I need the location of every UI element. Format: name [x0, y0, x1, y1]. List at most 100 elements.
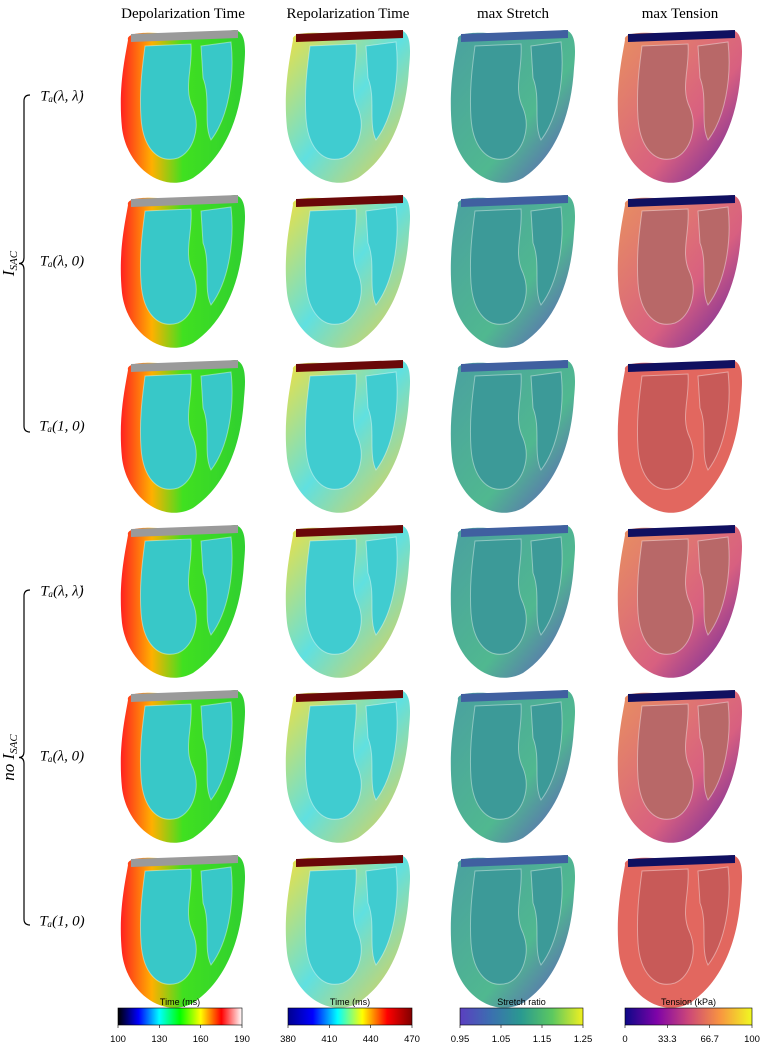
heart-top: [628, 525, 735, 537]
heart-top: [628, 360, 735, 372]
right-ventricle: [697, 371, 730, 471]
left-ventricle: [636, 703, 694, 820]
left-ventricle: [469, 538, 527, 655]
left-ventricle: [636, 868, 694, 985]
left-ventricle: [139, 703, 197, 820]
colorbar-tick-label: 33.3: [658, 1034, 677, 1045]
heart-top: [131, 195, 238, 207]
right-ventricle: [200, 536, 233, 636]
heart-rendering: [285, 360, 411, 513]
right-ventricle: [365, 206, 398, 306]
left-ventricle: [139, 208, 197, 325]
heart-rendering: [617, 195, 743, 348]
right-ventricle: [697, 701, 730, 801]
right-ventricle: [697, 41, 730, 141]
right-ventricle: [697, 866, 730, 966]
colorbar-tick-label: 440: [363, 1034, 379, 1045]
heart-top: [296, 360, 403, 372]
right-ventricle: [530, 206, 563, 306]
left-ventricle: [304, 373, 362, 490]
colorbar-title: Time (ms): [160, 997, 200, 1007]
left-ventricle: [139, 43, 197, 160]
heart-rendering: [617, 30, 743, 183]
left-ventricle: [469, 373, 527, 490]
row-label: Tₐ(λ, λ̇): [40, 583, 83, 599]
heart-top: [296, 30, 403, 42]
heart-rendering: [617, 360, 743, 513]
colorbar-tick-label: 190: [234, 1034, 250, 1045]
heart-top: [628, 690, 735, 702]
left-ventricle: [139, 868, 197, 985]
right-ventricle: [530, 866, 563, 966]
heart-top: [296, 525, 403, 537]
column-header: max Tension: [642, 6, 719, 22]
group-label-main: no I: [0, 752, 18, 780]
group-label: ISAC: [0, 250, 20, 277]
colorbar-tick-label: 66.7: [700, 1034, 719, 1045]
heart-top: [131, 525, 238, 537]
heart-top: [296, 690, 403, 702]
left-ventricle: [304, 868, 362, 985]
left-ventricle: [304, 208, 362, 325]
right-ventricle: [200, 41, 233, 141]
group-label-main: I: [0, 269, 18, 277]
left-ventricle: [469, 208, 527, 325]
heart-rendering: [450, 855, 576, 1008]
row-label: Tₐ(1, 0): [39, 418, 84, 434]
right-ventricle: [365, 701, 398, 801]
brace: [18, 94, 31, 433]
column-header: max Stretch: [477, 6, 550, 22]
heart-top: [296, 195, 403, 207]
right-ventricle: [530, 701, 563, 801]
colorbar-tick-label: 380: [280, 1034, 296, 1045]
heart-top: [131, 855, 238, 867]
right-ventricle: [200, 206, 233, 306]
heart-rendering: [450, 525, 576, 678]
left-ventricle: [304, 43, 362, 160]
heart-top: [461, 30, 568, 42]
heart-rendering: [617, 690, 743, 843]
heart-rendering: [120, 525, 246, 678]
colorbar-tick-label: 0.95: [451, 1034, 470, 1045]
heart-rendering: [450, 690, 576, 843]
heart-top: [461, 855, 568, 867]
colorbar-tick-label: 160: [193, 1034, 209, 1045]
group-label: no ISAC: [0, 734, 20, 781]
colorbar: [459, 1007, 584, 1026]
row-label: Tₐ(λ, 0): [40, 253, 84, 269]
right-ventricle: [530, 536, 563, 636]
right-ventricle: [697, 206, 730, 306]
row-label: Tₐ(1, 0): [39, 913, 84, 929]
left-ventricle: [636, 373, 694, 490]
left-ventricle: [636, 43, 694, 160]
colorbar-tick-label: 100: [110, 1034, 126, 1045]
colorbar-tick-label: 1.25: [574, 1034, 593, 1045]
left-ventricle: [139, 538, 197, 655]
heart-rendering: [285, 525, 411, 678]
right-ventricle: [200, 701, 233, 801]
left-ventricle: [636, 208, 694, 325]
heart-rendering: [450, 360, 576, 513]
left-ventricle: [636, 538, 694, 655]
colorbar-tick-label: 1.05: [492, 1034, 511, 1045]
right-ventricle: [365, 866, 398, 966]
row-label: Tₐ(λ, λ̇): [40, 88, 83, 104]
colorbar: [117, 1007, 243, 1026]
heart-top: [461, 360, 568, 372]
heart-rendering: [120, 690, 246, 843]
heart-top: [461, 525, 568, 537]
heart-top: [131, 360, 238, 372]
right-ventricle: [365, 536, 398, 636]
colorbar-tick-label: 100: [744, 1034, 760, 1045]
heart-rendering: [450, 195, 576, 348]
colorbar-tick-label: 130: [151, 1034, 167, 1045]
right-ventricle: [530, 41, 563, 141]
heart-top: [296, 855, 403, 867]
group-label-sub: SAC: [8, 734, 20, 754]
heart-rendering: [285, 690, 411, 843]
heart-rendering: [285, 195, 411, 348]
heart-top: [131, 690, 238, 702]
right-ventricle: [697, 536, 730, 636]
right-ventricle: [365, 371, 398, 471]
heart-rendering: [120, 360, 246, 513]
